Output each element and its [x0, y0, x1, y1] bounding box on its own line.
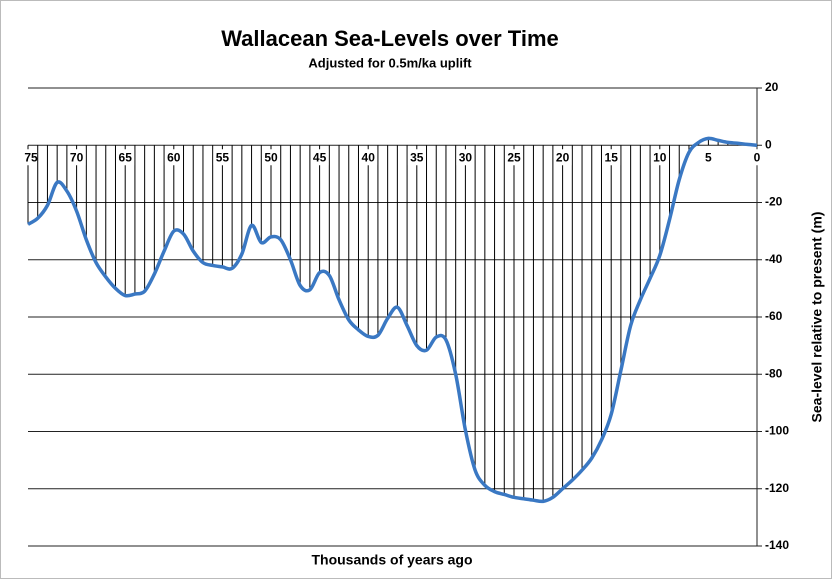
x-tick-label: 65: [119, 150, 133, 164]
x-tick-label: 0: [754, 150, 761, 164]
x-tick-label: 5: [705, 150, 712, 164]
x-tick-label: 75: [24, 150, 38, 164]
x-tick-label-bg: [262, 149, 280, 166]
y-tick-label: -20: [765, 195, 783, 209]
x-tick-label: 20: [556, 150, 570, 164]
x-tick-label: 10: [653, 150, 667, 164]
sea-level-line: [27, 136, 758, 504]
x-tick-label-bg: [407, 149, 426, 166]
x-tick-label-bg: [164, 149, 183, 166]
x-tick-label: 40: [362, 150, 376, 164]
y-tick-label: -120: [765, 481, 789, 495]
x-tick-label: 50: [264, 150, 278, 164]
x-tick-label-bg: [19, 149, 37, 166]
x-tick-label-bg: [505, 149, 523, 166]
x-tick-label-bg: [67, 149, 86, 166]
x-tick-label: 60: [167, 150, 181, 164]
x-axis-title: Thousands of years ago: [311, 552, 472, 568]
x-tick-label-bg: [213, 149, 232, 166]
x-tick-label: 35: [410, 150, 424, 164]
x-tick-label-bg: [359, 149, 378, 166]
x-tick-label-bg: [699, 149, 718, 166]
x-tick-label: 30: [459, 150, 473, 164]
x-tick-label-bg: [650, 149, 669, 166]
x-tick-label-bg: [310, 149, 329, 166]
x-tick-label-bg: [553, 149, 572, 166]
y-tick-label: 0: [765, 137, 772, 151]
y-tick-label: -100: [765, 424, 789, 438]
y-tick-label: -40: [765, 252, 783, 266]
x-tick-label: 25: [507, 150, 521, 164]
x-tick-label-bg: [116, 149, 135, 166]
x-tick-label: 55: [216, 150, 230, 164]
x-tick-label: 70: [70, 150, 84, 164]
chart-title: Wallacean Sea-Levels over Time: [221, 26, 559, 51]
x-tick-label-bg: [456, 149, 475, 166]
x-tick-label-bg: [602, 149, 621, 166]
chart-subtitle: Adjusted for 0.5m/ka uplift: [308, 55, 472, 70]
x-tick-label-bg: [748, 149, 766, 166]
y-tick-label: -80: [765, 366, 783, 380]
x-tick-label: 15: [605, 150, 619, 164]
y-axis-title: Sea-level relative to present (m): [809, 212, 825, 423]
y-tick-label: -60: [765, 309, 783, 323]
y-tick-label: 20: [765, 80, 779, 94]
y-tick-label: -140: [765, 538, 789, 552]
x-tick-label: 45: [313, 150, 327, 164]
